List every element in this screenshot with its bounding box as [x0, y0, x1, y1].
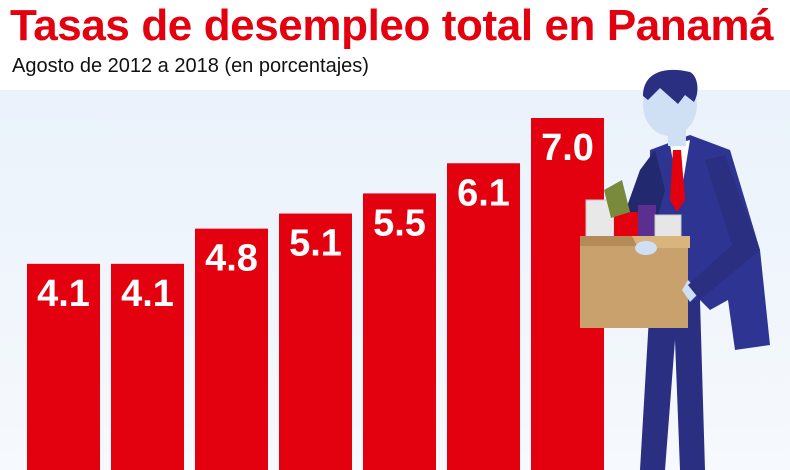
value-labels-group: 4.1 4.1 4.8 5.1 5.5 6.1 7.0: [37, 127, 594, 315]
bar-value-label: 5.5: [373, 202, 426, 244]
bar-value-label: 4.8: [205, 238, 258, 280]
bar-2015: [279, 213, 352, 470]
chart-title: Tasas de desempleo total en Panamá: [10, 1, 774, 50]
bar-2017: [447, 163, 520, 470]
bar-value-label: 7.0: [541, 127, 594, 169]
bar-2014: [195, 228, 268, 470]
businessman-holding-box-illustration: [580, 69, 770, 470]
bar-value-label: 6.1: [457, 172, 510, 214]
bar-2012: [27, 263, 100, 470]
bar-value-label: 5.1: [289, 223, 342, 265]
chart-subtitle: Agosto de 2012 a 2018 (en porcentajes): [12, 55, 369, 77]
bar-value-label: 4.1: [121, 273, 174, 315]
bar-2016: [363, 193, 436, 470]
bar-2013: [111, 263, 184, 470]
bars-group: [27, 118, 604, 470]
bar-value-label: 4.1: [37, 273, 90, 315]
